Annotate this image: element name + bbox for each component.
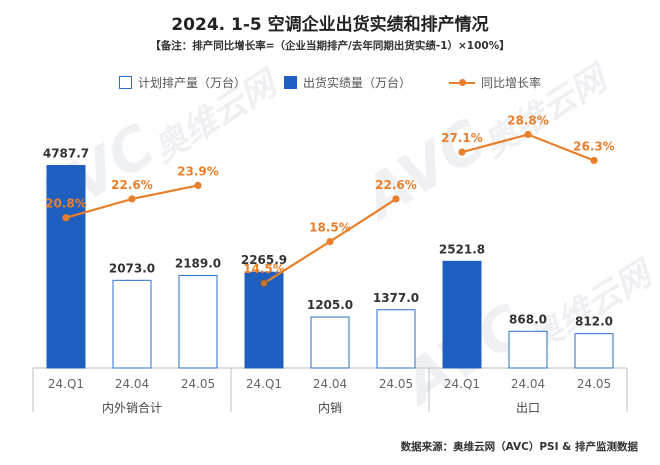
- bar-内外销合计-24.05: [178, 274, 218, 369]
- bar-出口-24.Q1: [442, 260, 482, 369]
- bar-内外销合计-24.04: [112, 279, 152, 369]
- bar-value-label: 2189.0: [175, 256, 221, 270]
- legend-item-growth: 同比增长率: [449, 74, 541, 91]
- growth-label: 18.5%: [309, 221, 351, 235]
- growth-point: [62, 214, 70, 222]
- growth-point: [326, 238, 334, 246]
- bar-value-label: 868.0: [509, 312, 547, 326]
- x-tick-label: 24.04: [511, 377, 545, 391]
- legend-label-growth: 同比增长率: [481, 76, 542, 90]
- x-tick-label: 24.04: [115, 377, 149, 391]
- growth-point: [524, 130, 532, 139]
- bar-value-label: 4787.7: [43, 147, 89, 161]
- bar-value-label: 1377.0: [373, 291, 419, 305]
- growth-label: 14.5%: [243, 262, 285, 276]
- x-tick-label: 24.05: [577, 377, 611, 391]
- bar-value-label: 2073.0: [109, 261, 155, 275]
- bar-value-label: 1205.0: [307, 298, 353, 312]
- growth-point: [458, 148, 466, 156]
- data-source: 数据来源：奥维云网（AVC）PSI & 排产监测数据: [400, 441, 638, 453]
- x-tick-label: 24.05: [181, 377, 215, 391]
- growth-point: [128, 195, 136, 203]
- bar-内销-24.Q1: [244, 271, 284, 369]
- legend-label-actual: 出货实绩量（万台）: [302, 76, 411, 90]
- bar-value-label: 812.0: [575, 315, 613, 329]
- chart-title: 2024. 1-5 空调企业出货实绩和排产情况: [171, 15, 489, 35]
- bar-内销-24.05: [376, 309, 416, 369]
- group-label: 内销: [318, 401, 342, 415]
- x-tick-label: 24.05: [379, 377, 413, 391]
- legend-item-actual: 出货实绩量（万台）: [283, 74, 411, 91]
- growth-label: 27.1%: [441, 131, 483, 145]
- x-tick-label: 24.04: [313, 377, 347, 391]
- bar-内外销合计-24.Q1: [46, 165, 86, 369]
- legend-item-planned: 计划排产量（万台）: [118, 74, 246, 91]
- growth-point: [194, 181, 202, 190]
- legend-swatch-planned: [118, 76, 132, 89]
- legend-swatch-growth: [449, 77, 475, 89]
- growth-label: 20.8%: [45, 197, 87, 211]
- bar-value-label: 2265.9: [241, 253, 287, 267]
- x-tick-label: 24.Q1: [48, 377, 84, 391]
- bar-出口-24.05: [574, 333, 614, 369]
- legend-swatch-actual: [283, 76, 297, 89]
- chart-note: 【备注：排产同比增长率=（企业当期排产/去年同期出货实绩-1）×100%】: [150, 40, 510, 52]
- bar-value-label: 2521.8: [439, 242, 485, 256]
- group-label: 内外销合计: [102, 400, 162, 415]
- bar-出口-24.04: [508, 330, 548, 369]
- x-tick-label: 24.Q1: [246, 377, 282, 391]
- growth-label: 22.6%: [375, 178, 417, 192]
- growth-point: [590, 156, 598, 165]
- legend: 计划排产量（万台） 出货实绩量（万台） 同比增长率: [0, 74, 660, 91]
- growth-point: [259, 279, 269, 288]
- legend-label-planned: 计划排产量（万台）: [137, 76, 246, 90]
- x-tick-label: 24.Q1: [444, 377, 480, 391]
- growth-label: 26.3%: [573, 139, 615, 153]
- growth-label: 28.8%: [507, 113, 549, 127]
- growth-label: 22.6%: [111, 178, 153, 192]
- growth-point: [392, 195, 400, 203]
- bar-内销-24.04: [310, 316, 350, 369]
- group-label: 出口: [516, 401, 540, 415]
- growth-label: 23.9%: [177, 164, 219, 178]
